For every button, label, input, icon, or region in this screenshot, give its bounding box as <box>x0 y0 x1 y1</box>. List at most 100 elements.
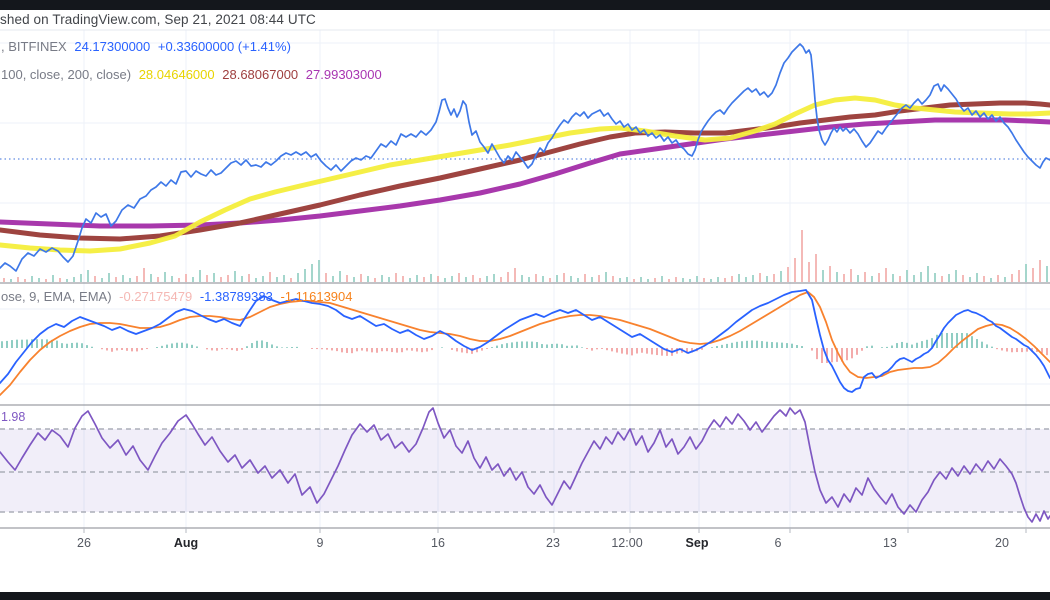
macd-histogram-bar <box>276 346 278 348</box>
volume-bar <box>45 279 47 282</box>
stoch-value: 1.98 <box>1 410 26 424</box>
macd-histogram-bar <box>391 348 393 353</box>
macd-histogram-bar <box>731 342 733 348</box>
macd-histogram-bar <box>526 341 528 348</box>
macd-histogram-bar <box>581 347 583 348</box>
macd-histogram-bar <box>631 348 633 356</box>
macd-histogram-bar <box>51 339 53 348</box>
volume-bar <box>465 277 467 282</box>
volume-bar <box>822 270 824 282</box>
volume-bar <box>486 276 488 282</box>
macd-histogram-bar <box>321 348 323 350</box>
volume-bar <box>619 278 621 282</box>
macd-histogram-bar <box>576 345 578 348</box>
macd-histogram-bar <box>986 344 988 348</box>
macd-histogram-bar <box>501 344 503 348</box>
macd-histogram-bar <box>231 348 233 351</box>
macd-histogram-bar <box>416 348 418 352</box>
macd-histogram-bar <box>781 342 783 348</box>
stoch-band-fill <box>0 429 1050 512</box>
macd-histogram-bar <box>561 344 563 348</box>
macd-histogram-bar <box>651 348 653 355</box>
volume-bar <box>976 273 978 282</box>
volume-bar <box>717 277 719 282</box>
macd-histogram-bar <box>241 348 243 350</box>
macd-histogram-bar <box>791 343 793 348</box>
macd-histogram-bar <box>161 345 163 348</box>
volume-bar <box>206 275 208 282</box>
macd-histogram-bar <box>866 346 868 348</box>
macd-line-value: -1.38789383 <box>199 289 273 304</box>
volume-bar <box>521 275 523 282</box>
macd-histogram-bar <box>906 342 908 348</box>
volume-bar <box>549 278 551 282</box>
volume-bar <box>857 275 859 282</box>
macd-histogram-bar <box>411 348 413 351</box>
volume-bar <box>87 270 89 282</box>
macd-histogram-bar <box>601 348 603 350</box>
macd-histogram-bar <box>571 345 573 348</box>
macd-histogram-bar <box>666 348 668 356</box>
macd-histogram-bar <box>496 345 498 348</box>
macd-histogram-bar <box>36 339 38 348</box>
volume-bar <box>136 276 138 282</box>
macd-histogram-bar <box>801 346 803 348</box>
macd-histogram-bar <box>786 343 788 348</box>
macd-histogram-bar <box>1041 348 1043 353</box>
macd-histogram-bar <box>16 339 18 348</box>
macd-histogram-bar <box>726 343 728 348</box>
volume-bar <box>647 279 649 282</box>
macd-histogram-bar <box>206 348 208 350</box>
volume-bar <box>192 277 194 282</box>
macd-histogram-bar <box>646 348 648 354</box>
macd-histogram-bar <box>331 348 333 351</box>
macd-histogram-bar <box>901 341 903 348</box>
volume-bar <box>430 274 432 282</box>
ma-legend: 100, close, 200, close) 28.04646000 28.6… <box>1 67 386 82</box>
macd-histogram-bar <box>311 348 313 349</box>
volume-bar <box>661 276 663 282</box>
macd-histogram-bar <box>701 348 703 350</box>
macd-histogram-bar <box>176 342 178 348</box>
volume-bar <box>94 276 96 282</box>
macd-histogram-bar <box>431 348 433 351</box>
volume-bar <box>24 279 26 282</box>
volume-bar <box>892 274 894 282</box>
time-axis-label: Sep <box>685 536 709 550</box>
macd-histogram-bar <box>616 348 618 353</box>
macd-histogram-bar <box>356 348 358 352</box>
macd-histogram-bar <box>491 347 493 348</box>
macd-histogram-bar <box>181 342 183 348</box>
volume-bar <box>934 273 936 282</box>
macd-histogram-bar <box>881 347 883 348</box>
bottom-crop-bar <box>0 592 1050 600</box>
macd-histogram-bar <box>341 348 343 353</box>
macd-histogram-bar <box>516 341 518 348</box>
macd-histogram-bar <box>836 348 838 362</box>
volume-bar <box>213 273 215 282</box>
published-on-text: shed on TradingView.com, Sep 21, 2021 08… <box>0 12 316 27</box>
volume-bar <box>38 278 40 282</box>
volume-bar <box>689 279 691 282</box>
macd-histogram-bar <box>966 333 968 348</box>
time-axis-label: 9 <box>316 536 324 550</box>
volume-bar <box>269 272 271 282</box>
volume-bar <box>745 277 747 282</box>
macd-histogram-bar <box>956 333 958 348</box>
time-axis[interactable]: 26 Aug 9 16 23 12:00 Sep 6 13 20 <box>0 536 1050 554</box>
macd-histogram-bar <box>511 342 513 348</box>
macd-histogram-bar <box>1021 348 1023 353</box>
volume-bar <box>290 278 292 282</box>
volume-bar <box>276 277 278 282</box>
ma-mid-value: 28.68067000 <box>222 67 299 82</box>
volume-bar <box>472 275 474 282</box>
macd-histogram-bar <box>936 334 938 348</box>
macd-histogram-bar <box>266 341 268 348</box>
macd-histogram-bar <box>931 338 933 348</box>
volume-bar <box>10 279 12 282</box>
macd-histogram-bar <box>351 348 353 354</box>
macd-histogram-bar <box>506 343 508 348</box>
volume-bar <box>52 275 54 282</box>
macd-histogram-bar <box>366 348 368 352</box>
